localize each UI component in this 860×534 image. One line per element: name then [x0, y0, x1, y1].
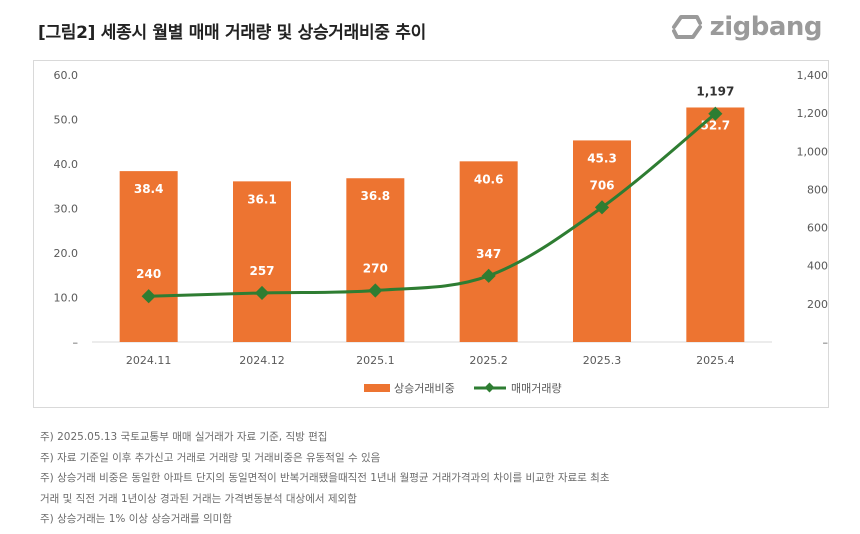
line-value-label: 1,197 — [696, 85, 734, 99]
footnote: 주) 자료 기준일 이후 추가신고 거래로 거래량 및 거래비중은 유동적일 수… — [40, 451, 381, 464]
y-right-tick-label: 1,200 — [797, 107, 829, 120]
y-right-tick-label: 600 — [807, 222, 828, 235]
legend-bar-label: 상승거래비중 — [394, 382, 455, 395]
bar-value-label: 40.6 — [474, 172, 504, 186]
legend-line-label: 매매거래량 — [511, 382, 562, 395]
y-left-tick-label: 10.0 — [54, 292, 79, 305]
line-series-path — [148, 112, 717, 298]
zigbang-logo-text: zigbang — [709, 12, 823, 42]
x-tick-label: 2025.2 — [469, 354, 508, 367]
chart-svg: – 10.0 20.0 30.0 40.0 50.0 60.0 – 200 400 600 800 1,… — [54, 69, 829, 395]
y-left-tick-label: 50.0 — [54, 114, 79, 127]
zigbang-logo-icon — [671, 15, 702, 39]
line-value-label: 240 — [136, 267, 161, 281]
bar-value-label: 45.3 — [587, 151, 617, 165]
bar-value-label: 52.7 — [701, 118, 731, 132]
x-tick-label: 2025.4 — [696, 354, 735, 367]
footnote: 주) 상승거래는 1% 이상 상승거래를 의미함 — [40, 513, 233, 525]
bar — [459, 161, 518, 342]
line-point-marker — [254, 285, 270, 301]
line-value-label: 706 — [589, 178, 614, 192]
bar-value-label: 36.1 — [247, 192, 277, 206]
legend-bar-swatch — [364, 384, 390, 392]
bar — [119, 171, 178, 342]
line-point-marker — [708, 106, 723, 121]
y-right-tick-label: – — [823, 336, 829, 349]
y-right-tick-label: 200 — [807, 298, 828, 311]
line-value-label: 257 — [249, 264, 274, 278]
x-tick-label: 2025.1 — [356, 354, 395, 367]
page-title: [그림2] 세종시 월별 매매 거래량 및 상승거래비중 추이 — [38, 23, 426, 43]
x-tick-label: 2025.3 — [583, 354, 622, 367]
line-point-marker — [481, 268, 496, 283]
line-value-label: 347 — [476, 247, 501, 261]
footnote: 주) 2025.05.13 국토교통부 매매 실거래가 자료 기준, 직방 편집 — [40, 431, 328, 443]
line-point-marker — [368, 283, 383, 298]
y-left-tick-label: 60.0 — [54, 69, 79, 82]
bar — [346, 178, 405, 342]
y-right-tick-label: 1,400 — [797, 69, 829, 82]
bar — [573, 140, 631, 342]
chart-container: – 10.0 20.0 30.0 40.0 50.0 60.0 – 200 400 600 800 1,… — [33, 60, 829, 408]
bar — [233, 181, 291, 342]
y-left-tick-label: 20.0 — [54, 247, 79, 260]
bar-value-label: 38.4 — [134, 182, 164, 196]
legend-line-marker — [484, 382, 495, 393]
zigbang-logo: zigbang — [670, 12, 823, 42]
line-point-marker — [141, 289, 156, 304]
line-point-marker — [594, 200, 610, 215]
line-value-label: 270 — [363, 262, 388, 276]
footnotes: 주) 2025.05.13 국토교통부 매매 실거래가 자료 기준, 직방 편집… — [40, 427, 609, 530]
y-right-tick-label: 800 — [807, 183, 828, 196]
y-left-tick-label: 30.0 — [54, 203, 79, 216]
y-right-tick-label: 1,000 — [797, 145, 829, 158]
bar-value-label: 36.8 — [361, 189, 391, 203]
x-tick-label: 2024.12 — [239, 354, 285, 367]
footnote: 주) 상승거래 비중은 동일한 아파트 단지의 동일면적이 반복거래됐을때직전 … — [40, 472, 610, 484]
y-left-tick-label: – — [73, 336, 79, 349]
y-left-tick-label: 40.0 — [54, 158, 79, 171]
bar — [686, 107, 745, 342]
y-right-tick-label: 400 — [807, 260, 828, 273]
footnote: 거래 및 직전 거래 1년이상 경과된 거래는 가격변동분석 대상에서 제외함 — [40, 492, 357, 505]
x-tick-label: 2024.11 — [126, 354, 172, 367]
